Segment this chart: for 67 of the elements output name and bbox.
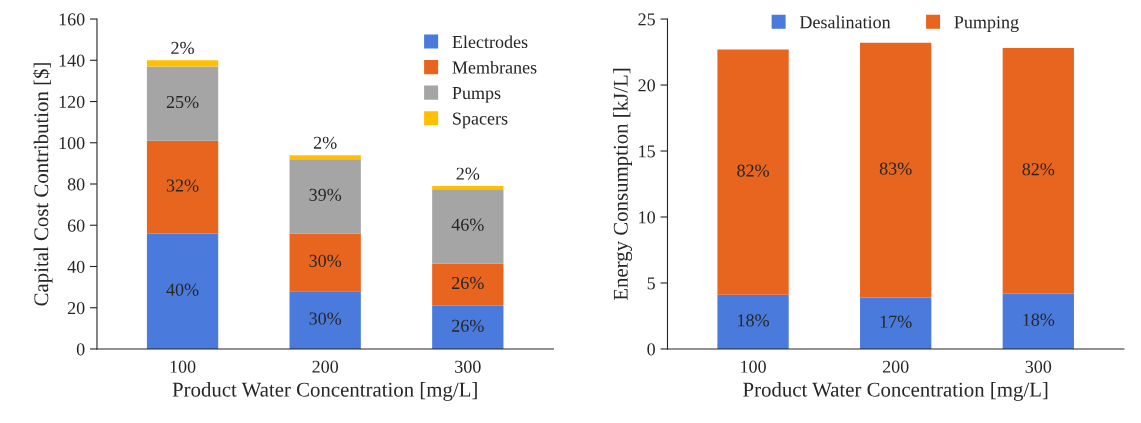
x-axis-title: Product Water Concentration [mg/L]: [743, 382, 1048, 401]
y-tick-label: 10: [639, 211, 655, 224]
legend-label: Spacers: [453, 112, 508, 129]
bar: [1002, 48, 1074, 294]
legend-label: Electrodes: [452, 35, 528, 49]
bar: [432, 305, 504, 349]
bar: [860, 42, 932, 298]
y-tick-label: 40: [67, 260, 85, 273]
y-tick-label: 140: [59, 54, 85, 67]
bar: [1002, 293, 1074, 349]
y-tick-label: 100: [59, 137, 85, 150]
bar: [146, 140, 219, 234]
annotation: 18%: [738, 314, 769, 327]
bar: [717, 294, 789, 349]
annotation: 82%: [1022, 163, 1055, 176]
bar: [289, 159, 361, 234]
bar: [289, 155, 361, 160]
x-tick-label: 200: [312, 360, 339, 373]
bar: [146, 60, 219, 67]
x-axis-title: Product Water Concentration [mg/L]: [172, 382, 477, 401]
y-tick-label: 20: [67, 301, 85, 315]
x-tick-label: 100: [170, 360, 196, 373]
annotation: 2%: [313, 136, 337, 149]
annotation: 18%: [1023, 313, 1055, 326]
y-tick-label: 120: [59, 95, 85, 108]
bar: [146, 233, 219, 349]
x-tick-label: 200: [882, 360, 909, 373]
bar: [432, 263, 504, 306]
y-tick-label: 15: [639, 145, 655, 158]
y-axis-title: Capital Cost Contribution [$]: [33, 63, 53, 306]
annotation: 30%: [309, 312, 342, 325]
y-tick-label: 25: [638, 13, 655, 26]
bar: [289, 291, 361, 349]
legend-label: Desalination: [799, 15, 891, 29]
y-tick-label: 60: [67, 219, 85, 232]
bar: [146, 66, 219, 141]
y-tick-label: 20: [638, 79, 655, 92]
bar: [289, 233, 361, 292]
legend-label: Pumps: [452, 87, 501, 103]
annotation: 2%: [171, 41, 194, 55]
x-tick-label: 100: [741, 360, 766, 373]
bar: [860, 297, 932, 349]
x-tick-label: 300: [1025, 360, 1052, 373]
bar: [717, 49, 789, 295]
annotation: 2%: [456, 167, 480, 180]
y-tick-label: 5: [647, 277, 655, 290]
annotation: 46%: [451, 218, 484, 231]
bar: [432, 189, 504, 264]
y-tick-label: 80: [67, 178, 85, 191]
annotation: 26%: [452, 319, 484, 332]
annotation: 40%: [166, 283, 199, 296]
annotation: 32%: [166, 179, 199, 192]
annotation: 82%: [737, 164, 769, 177]
annotation: 17%: [880, 315, 912, 328]
legend-label: Membranes: [452, 60, 537, 74]
y-tick-label: 0: [76, 343, 85, 356]
annotation: 39%: [309, 188, 342, 201]
bar: [432, 186, 504, 190]
x-tick-label: 300: [455, 360, 481, 373]
y-tick-label: 160: [59, 13, 85, 26]
legend-label: Pumping: [954, 16, 1019, 33]
annotation: 30%: [309, 254, 342, 267]
annotation: 25%: [166, 95, 199, 109]
annotation: 26%: [452, 276, 484, 290]
y-axis-title: Energy Consumption [kJ/L]: [613, 68, 633, 301]
annotation: 83%: [879, 162, 912, 175]
y-tick-label: 0: [647, 343, 655, 356]
